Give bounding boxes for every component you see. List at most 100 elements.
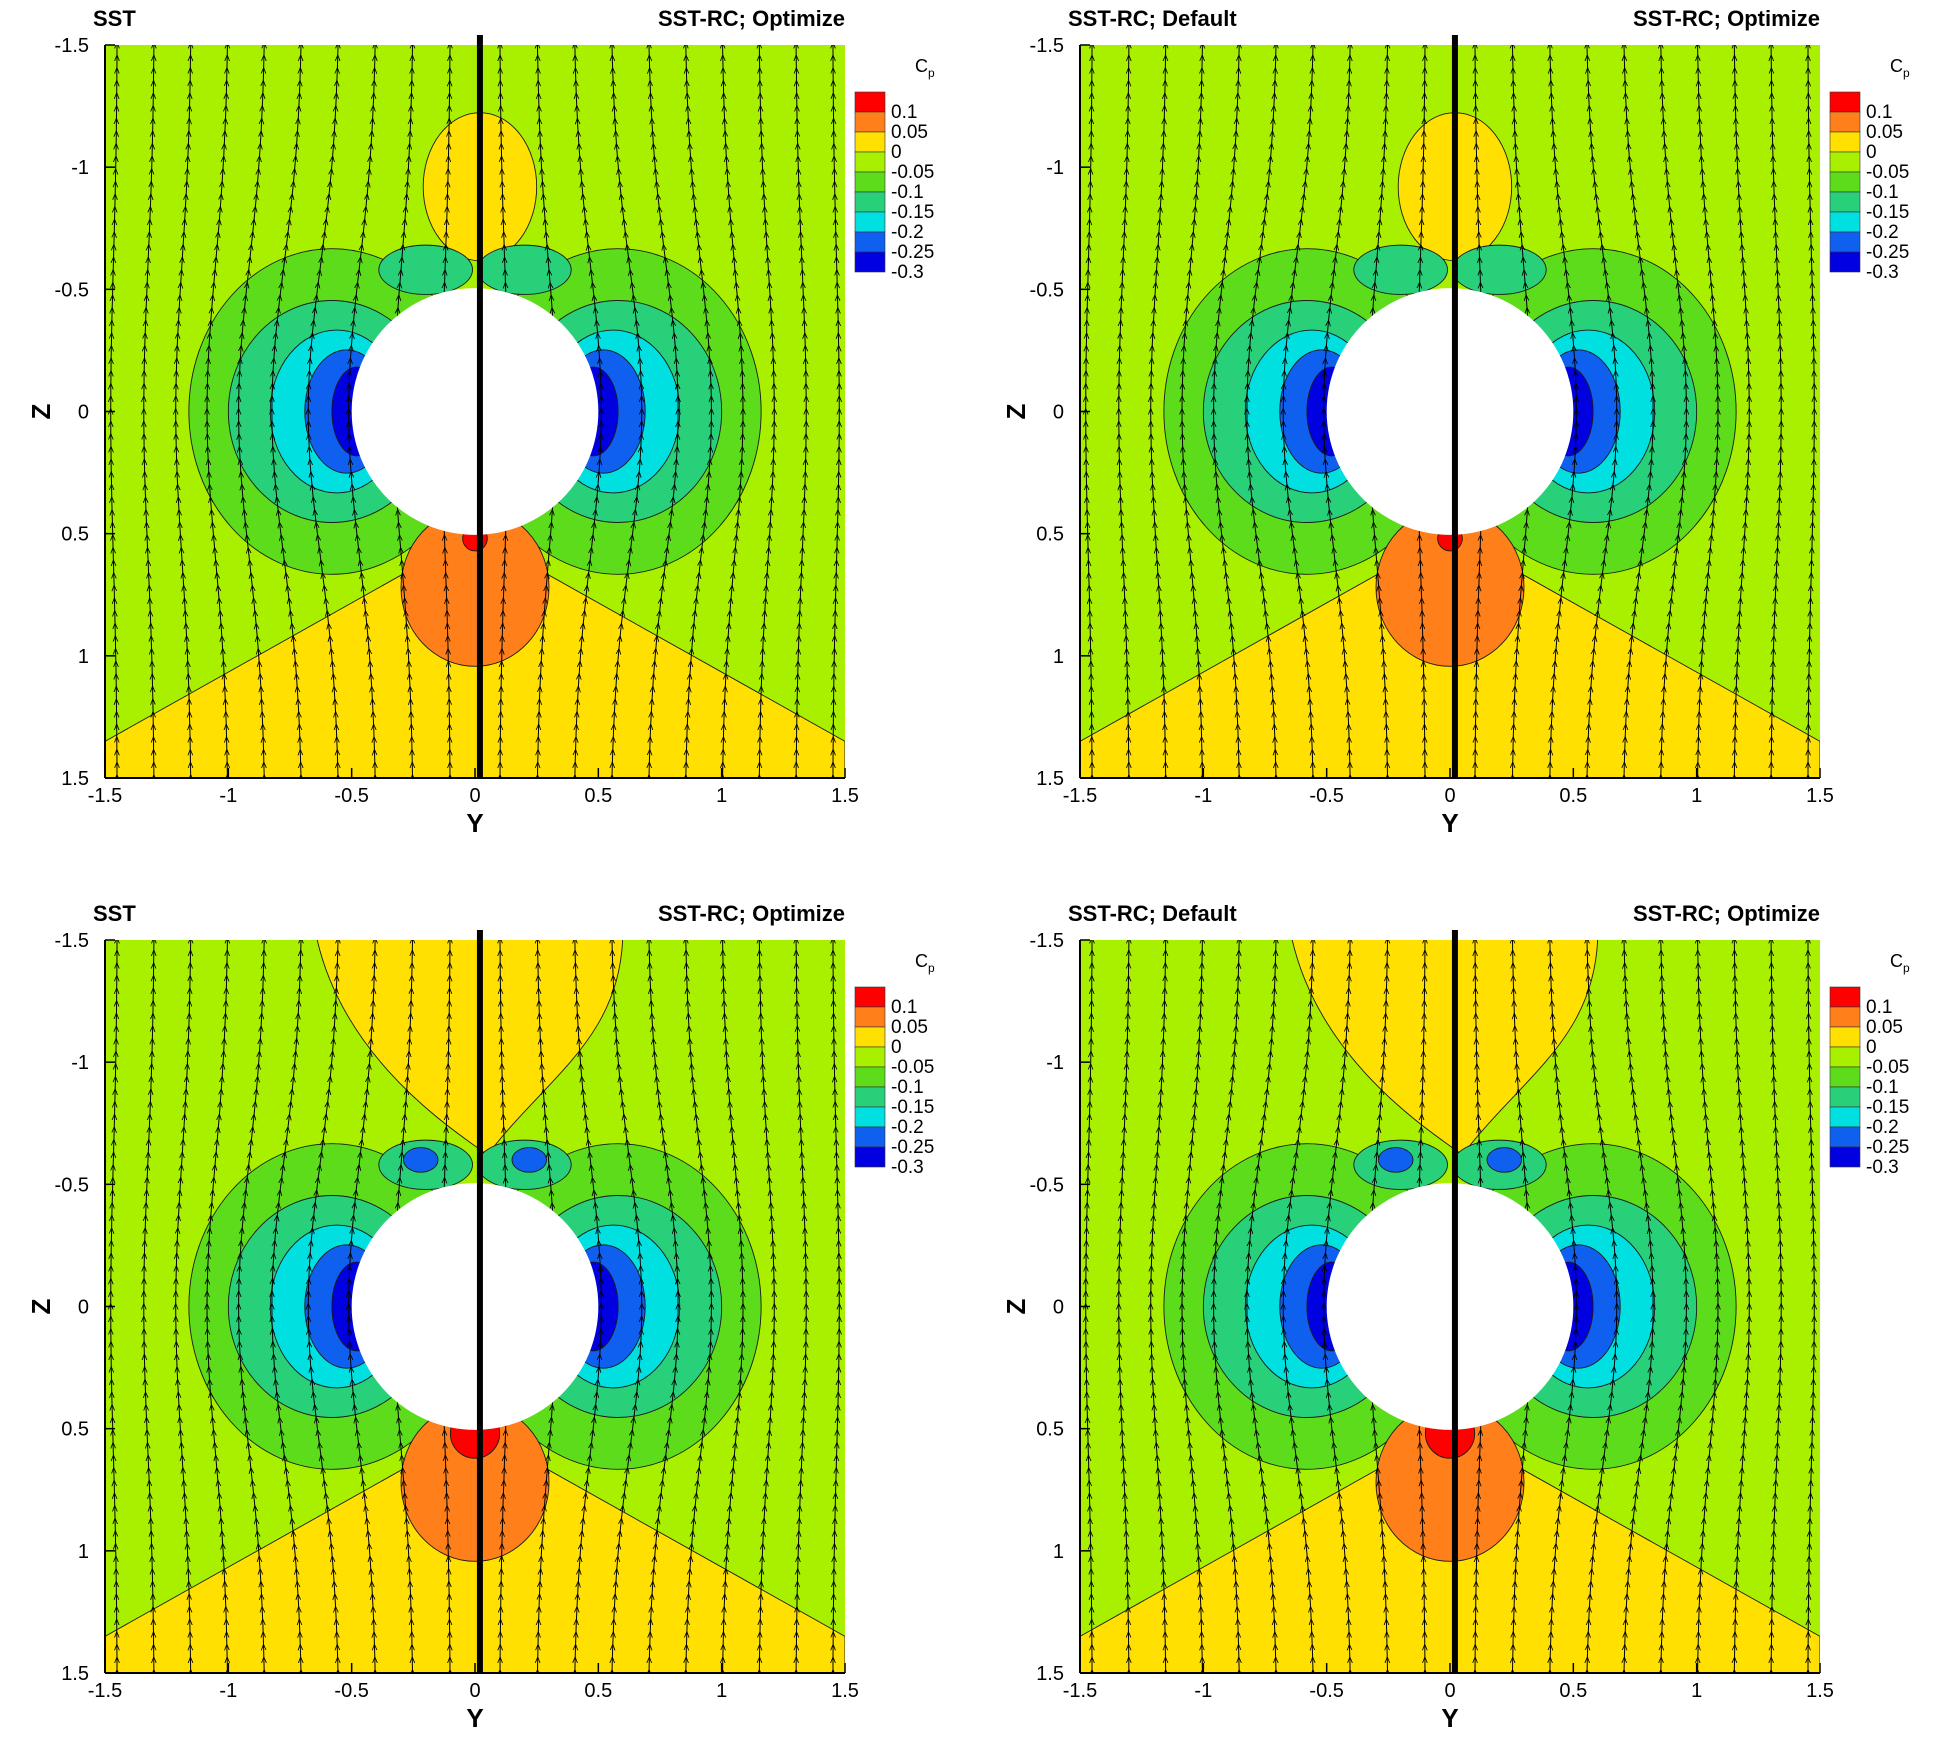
legend-level-label: -0.1	[1866, 1077, 1899, 1098]
streamline	[1151, 940, 1166, 1673]
legend-swatch	[854, 1026, 886, 1048]
legend-swatch	[854, 1086, 886, 1108]
y-tick-label: -0.5	[334, 1680, 368, 1702]
legend-swatch	[854, 131, 886, 153]
legend-level-label: -0.3	[891, 262, 924, 283]
streamline	[272, 940, 301, 1673]
streamline	[239, 940, 265, 1673]
x-axis-label: Y	[1441, 1703, 1458, 1733]
contour-field	[105, 940, 845, 1673]
z-tick-label: 0	[1053, 402, 1064, 424]
legend-level-label: -0.3	[1866, 1157, 1899, 1178]
streamline	[1324, 940, 1351, 1673]
streamline	[176, 45, 191, 778]
streamline	[833, 940, 839, 1673]
streamline	[1119, 45, 1129, 778]
panel-title-left: SST	[93, 901, 136, 926]
legend-swatch	[1829, 251, 1861, 273]
legend-swatch	[854, 191, 886, 213]
y-tick-label: 0	[1444, 1680, 1455, 1702]
legend-level-label: 0.1	[1866, 102, 1892, 123]
contour-field	[1080, 940, 1820, 1673]
legend-swatch	[854, 171, 886, 193]
streamline	[759, 45, 774, 778]
cp-legend: Cp 0.10.050-0.05-0.1-0.15-0.2-0.25-0.3	[1829, 951, 1910, 1178]
legend-level-label: 0.1	[1866, 997, 1892, 1018]
contour-field	[1080, 45, 1820, 778]
streamline	[1697, 940, 1718, 1673]
streamline	[1587, 45, 1617, 778]
z-tick-label: -0.5	[1030, 1174, 1064, 1196]
streamline	[207, 940, 228, 1673]
y-tick-label: 1.5	[1806, 1680, 1834, 1702]
streamline	[239, 45, 265, 778]
z-tick-label: -1	[71, 1052, 89, 1074]
legend-level-label: 0	[891, 1037, 902, 1058]
panel-title-right: SST-RC; Optimize	[1633, 901, 1820, 926]
legend-swatch	[854, 1146, 886, 1168]
legend-level-label: -0.15	[1866, 202, 1909, 223]
streamlines	[1086, 45, 1815, 778]
legend-swatch	[854, 1046, 886, 1068]
z-tick-label: 1	[1053, 646, 1064, 668]
streamline	[1624, 45, 1653, 778]
streamline	[796, 940, 806, 1673]
streamline	[1550, 940, 1577, 1673]
cp-legend: Cp 0.10.050-0.05-0.1-0.15-0.2-0.25-0.3	[854, 951, 935, 1178]
streamline	[1182, 45, 1203, 778]
y-tick-label: 0	[469, 785, 480, 807]
streamline	[722, 45, 743, 778]
legend-level-label: 0.05	[1866, 1017, 1903, 1038]
legend-swatch	[854, 211, 886, 233]
y-tick-label: 0	[1444, 785, 1455, 807]
streamline	[722, 940, 743, 1673]
streamline	[1550, 45, 1577, 778]
y-tick-label: -0.5	[1309, 785, 1343, 807]
y-axis-label: Z	[1001, 1298, 1031, 1314]
legend-swatch	[854, 251, 886, 273]
body-cross-section	[1326, 1183, 1574, 1430]
legend-swatch	[854, 986, 886, 1008]
streamline	[1771, 45, 1781, 778]
legend-level-label: -0.25	[891, 242, 934, 263]
streamline	[686, 45, 712, 778]
streamline	[308, 940, 338, 1673]
legend-swatch	[1829, 1106, 1861, 1128]
legend-level-label: 0.05	[891, 122, 928, 143]
streamline	[1661, 45, 1687, 778]
streamline	[1808, 45, 1814, 778]
legend-level-label: -0.05	[891, 1057, 934, 1078]
legend-level-label: -0.15	[891, 1097, 934, 1118]
legend-title: Cp	[1890, 56, 1910, 80]
streamline	[144, 45, 154, 778]
y-tick-label: -1.5	[1063, 1680, 1097, 1702]
z-tick-label: -1.5	[55, 930, 89, 952]
cp-vortex-core	[403, 1147, 439, 1173]
z-tick-label: -0.5	[55, 279, 89, 301]
streamline	[176, 940, 191, 1673]
y-tick-label: -1.5	[88, 1680, 122, 1702]
legend-swatch	[1829, 1006, 1861, 1028]
legend-swatch	[1829, 1046, 1861, 1068]
z-tick-label: 0.5	[1036, 524, 1064, 546]
legend-swatch	[1829, 171, 1861, 193]
z-tick-label: -0.5	[1030, 279, 1064, 301]
legend-level-label: 0	[891, 142, 902, 163]
streamline	[1214, 940, 1240, 1673]
y-axis-label: Z	[26, 1298, 56, 1314]
cp-legend: Cp 0.10.050-0.05-0.1-0.15-0.2-0.25-0.3	[1829, 56, 1910, 283]
legend-swatch	[1829, 1146, 1861, 1168]
y-tick-label: 0	[469, 1680, 480, 1702]
legend-swatch	[1829, 1126, 1861, 1148]
streamline	[349, 940, 376, 1673]
cp-vortex-core	[1378, 1147, 1414, 1173]
streamline	[1734, 940, 1749, 1673]
legend-level-label: -0.3	[891, 1157, 924, 1178]
legend-level-label: -0.05	[1866, 162, 1909, 183]
legend-swatch	[1829, 1066, 1861, 1088]
y-tick-label: 0.5	[1559, 1680, 1587, 1702]
legend-level-label: 0.05	[1866, 122, 1903, 143]
contour-panel-bottom-right: -1.5 -1 -0.5 0 0.5 1 1.5-1.5-1-0.500.511.5YZSS…	[1001, 901, 1910, 1733]
streamline	[759, 940, 774, 1673]
streamline	[1283, 45, 1313, 778]
